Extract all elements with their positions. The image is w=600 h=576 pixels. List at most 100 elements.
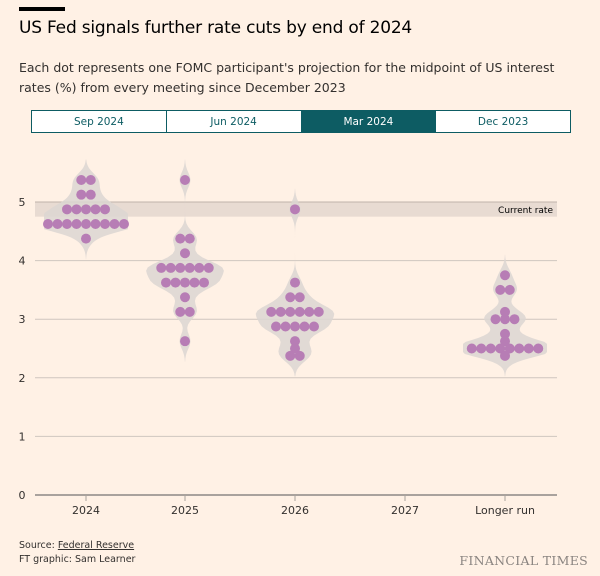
dot	[500, 270, 510, 281]
dot	[175, 262, 186, 273]
dot	[156, 262, 167, 273]
dot	[76, 189, 87, 200]
meeting-tabs: Sep 2024 Jun 2024 Mar 2024 Dec 2023	[31, 110, 571, 133]
dot	[165, 262, 176, 273]
dot	[100, 204, 110, 215]
dot	[290, 204, 300, 215]
dot	[194, 262, 205, 273]
dot	[285, 306, 296, 317]
dot-plot-chart: Current rate 0 1 2 3 4 5 2024 2025 2026 2027 Long…	[19, 159, 557, 517]
dot	[500, 336, 510, 347]
x-tick-label: 2027	[391, 504, 419, 517]
dot	[180, 277, 190, 288]
dot	[85, 175, 96, 186]
y-axis-ticks: 0 1 2 3 4 5	[19, 196, 26, 502]
dot	[180, 336, 190, 347]
dot	[290, 343, 300, 354]
dot	[199, 277, 209, 288]
x-axis-ticks: 2024 2025 2026 2027 Longer run	[72, 495, 535, 517]
dot	[500, 350, 510, 361]
dot	[504, 284, 515, 295]
tab-mar-2024[interactable]: Mar 2024	[301, 111, 437, 132]
y-tick-label: 4	[19, 255, 26, 268]
x-tick-label: 2024	[72, 504, 100, 517]
dot	[285, 292, 296, 303]
dot	[490, 314, 501, 325]
dot	[62, 218, 72, 229]
dot	[485, 343, 496, 354]
dot	[180, 175, 190, 186]
dot	[294, 306, 305, 317]
dot	[184, 233, 195, 244]
dot	[313, 306, 324, 317]
dot	[184, 306, 195, 317]
y-tick-label: 1	[19, 430, 26, 443]
dot	[180, 292, 190, 303]
dot	[509, 314, 520, 325]
dot	[119, 218, 129, 229]
dot	[290, 336, 300, 347]
dot	[43, 218, 53, 229]
dot	[309, 321, 319, 332]
y-tick-label: 3	[19, 313, 26, 326]
dot	[500, 314, 510, 325]
dot	[81, 204, 91, 215]
dot	[175, 233, 186, 244]
dot	[90, 204, 101, 215]
x-tick-label: 2025	[171, 504, 199, 517]
dot	[71, 204, 82, 215]
tab-dec-2023[interactable]: Dec 2023	[436, 111, 570, 132]
chart-subtitle: Each dot represents one FOMC participant…	[19, 60, 555, 95]
dot	[90, 218, 101, 229]
dot	[500, 328, 510, 339]
source-prefix: Source:	[19, 540, 58, 551]
chart-title: US Fed signals further rate cuts by end …	[19, 18, 413, 38]
dot	[271, 321, 281, 332]
dot	[514, 343, 525, 354]
footer: Source: Federal Reserve FT graphic: Sam …	[19, 539, 135, 567]
dot	[500, 306, 510, 317]
dot	[495, 343, 506, 354]
violin-2025	[146, 159, 224, 362]
current-rate-label: Current rate	[498, 206, 553, 216]
dot	[285, 350, 296, 361]
tab-sep-2024[interactable]: Sep 2024	[32, 111, 167, 132]
dots	[43, 175, 544, 361]
dot	[294, 292, 305, 303]
dot	[466, 343, 477, 354]
dot	[170, 277, 181, 288]
source-link[interactable]: Federal Reserve	[57, 540, 135, 551]
dot	[203, 262, 214, 273]
dot	[299, 321, 310, 332]
dot	[275, 306, 286, 317]
dot	[266, 306, 277, 317]
y-tick-label: 2	[19, 372, 26, 385]
dot	[81, 218, 91, 229]
x-tick-label: Longer run	[475, 504, 535, 517]
tab-jun-2024[interactable]: Jun 2024	[166, 111, 302, 132]
dot	[533, 343, 544, 354]
dot	[304, 306, 315, 317]
dot	[85, 189, 96, 200]
dot	[495, 284, 506, 295]
dot	[81, 233, 91, 244]
dot	[52, 218, 63, 229]
dot	[175, 306, 186, 317]
dot	[76, 175, 87, 186]
dot	[476, 343, 487, 354]
dot	[290, 321, 300, 332]
dot	[189, 277, 200, 288]
dot	[184, 262, 195, 273]
dot	[71, 218, 82, 229]
ft-logo: FINANCIAL TIMES	[459, 553, 588, 568]
x-tick-label: 2026	[281, 504, 309, 517]
dot	[280, 321, 291, 332]
y-tick-label: 0	[19, 489, 26, 502]
dot	[504, 343, 515, 354]
top-accent-bar	[19, 7, 65, 11]
dot	[523, 343, 534, 354]
dot	[161, 277, 171, 288]
dot	[100, 218, 110, 229]
y-tick-label: 5	[19, 196, 26, 209]
dot	[180, 248, 190, 259]
